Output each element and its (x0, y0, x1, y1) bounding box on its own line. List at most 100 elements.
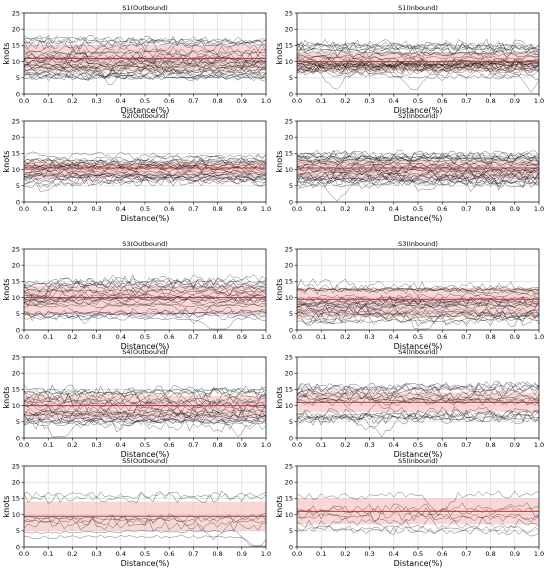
x-tick-label: 0.8 (212, 333, 222, 341)
trajectory-line (24, 158, 266, 164)
y-tick-label: 10 (285, 402, 293, 410)
trajectory-line (24, 285, 266, 297)
x-tick-label: 1.0 (534, 97, 544, 105)
trajectory-line (24, 50, 266, 56)
panel-title: S5(Inbound) (398, 457, 438, 465)
trajectory-line (24, 175, 266, 189)
y-tick-label: 0 (16, 434, 20, 442)
x-tick-label: 0.1 (43, 441, 53, 449)
trajectory-line (297, 516, 539, 530)
x-tick-label: 1.0 (261, 441, 271, 449)
x-tick-label: 0.8 (485, 441, 495, 449)
x-tick-label: 0.4 (389, 550, 399, 558)
x-tick-label: 0.5 (413, 205, 423, 213)
trajectory-line (24, 36, 266, 62)
trajectory-line (24, 60, 266, 81)
trajectory-line (297, 502, 539, 515)
trajectory-line (24, 290, 266, 301)
trajectory-line (297, 49, 539, 58)
trajectory-line (24, 274, 266, 300)
trajectory-line (24, 173, 266, 185)
trajectory-line (24, 172, 266, 177)
trajectory-line (297, 160, 539, 167)
trajectory-line (297, 61, 539, 90)
y-tick-label: 25 (12, 9, 20, 17)
y-tick-label: 0 (289, 543, 293, 551)
trajectory-line (297, 61, 539, 75)
y-tick-label: 10 (12, 166, 20, 174)
trajectory-line (297, 46, 539, 52)
trajectory-line (297, 310, 539, 321)
x-tick-label: 0.5 (140, 441, 150, 449)
x-tick-label: 0.4 (389, 97, 399, 105)
y-axis-label: knots (275, 387, 284, 409)
trajectory-line (297, 313, 539, 326)
trajectory-line (297, 380, 539, 393)
trajectory-line (24, 276, 266, 303)
y-tick-label: 5 (289, 182, 293, 190)
y-tick-label: 20 (285, 479, 293, 487)
trajectory-line (297, 393, 539, 406)
y-tick-label: 5 (289, 418, 293, 426)
trajectory-line (297, 412, 539, 423)
x-tick-label: 0.8 (485, 550, 495, 558)
x-tick-label: 0.2 (340, 441, 350, 449)
x-tick-label: 0.3 (364, 205, 374, 213)
y-tick-label: 15 (285, 278, 293, 286)
trajectory-line (297, 149, 539, 163)
panel-2: 0.0 0.1 0.2 0.3 0.4 0.5 0.6 0.7 0.8 0.9 1.0 0 5 10 15 2… (275, 4, 544, 115)
trajectory-line (24, 57, 266, 64)
trajectory-line (24, 490, 266, 504)
x-axis-label: Distance(%) (121, 450, 170, 459)
trajectory-line (297, 381, 539, 406)
y-tick-label: 20 (285, 134, 293, 142)
y-tick-label: 15 (285, 42, 293, 50)
x-axis-label: Distance(%) (394, 559, 443, 568)
trajectory-line (297, 287, 539, 294)
x-tick-label: 0.3 (364, 550, 374, 558)
y-axis-label: knots (2, 279, 11, 301)
x-tick-label: 0.4 (116, 441, 126, 449)
x-tick-label: 0.6 (437, 205, 447, 213)
x-tick-label: 0.1 (316, 441, 326, 449)
trajectory-line (24, 401, 266, 412)
trajectory-line (297, 311, 539, 319)
trajectory-line (297, 384, 539, 409)
trajectory-line (24, 289, 266, 302)
y-tick-label: 10 (285, 58, 293, 66)
y-tick-label: 5 (289, 310, 293, 318)
x-tick-label: 0.6 (164, 205, 174, 213)
x-axis-label: Distance(%) (394, 106, 443, 115)
y-tick-label: 15 (12, 150, 20, 158)
y-tick-label: 25 (285, 353, 293, 361)
y-tick-label: 15 (285, 150, 293, 158)
x-tick-label: 0.0 (292, 97, 302, 105)
x-tick-label: 0.0 (19, 333, 29, 341)
trajectory-line (297, 41, 539, 53)
trajectory-line (24, 408, 266, 424)
x-tick-label: 0.4 (116, 205, 126, 213)
trajectory-line (24, 387, 266, 398)
x-tick-label: 1.0 (534, 550, 544, 558)
trajectory-line (24, 309, 266, 316)
trajectory-line (297, 412, 539, 420)
x-tick-label: 0.5 (413, 550, 423, 558)
x-axis-label: Distance(%) (394, 342, 443, 351)
panel-title: S2(Inbound) (398, 112, 438, 120)
trajectory-line (297, 525, 539, 537)
trajectory-line (297, 154, 539, 175)
x-tick-label: 0.6 (437, 97, 447, 105)
trajectory-line (297, 171, 539, 182)
panel-6: 0.0 0.1 0.2 0.3 0.4 0.5 0.6 0.7 0.8 0.9 1.0 0 5 10 15 2… (275, 240, 544, 351)
trajectory-line (24, 38, 266, 52)
x-tick-label: 0.6 (437, 550, 447, 558)
y-tick-label: 20 (285, 262, 293, 270)
y-tick-label: 25 (285, 9, 293, 17)
x-tick-label: 0.5 (413, 97, 423, 105)
trajectory-line (24, 174, 266, 188)
trajectory-line (24, 47, 266, 60)
trajectory-line (24, 491, 266, 500)
trajectory-line (24, 302, 266, 325)
x-tick-label: 1.0 (534, 333, 544, 341)
y-tick-label: 10 (285, 294, 293, 302)
